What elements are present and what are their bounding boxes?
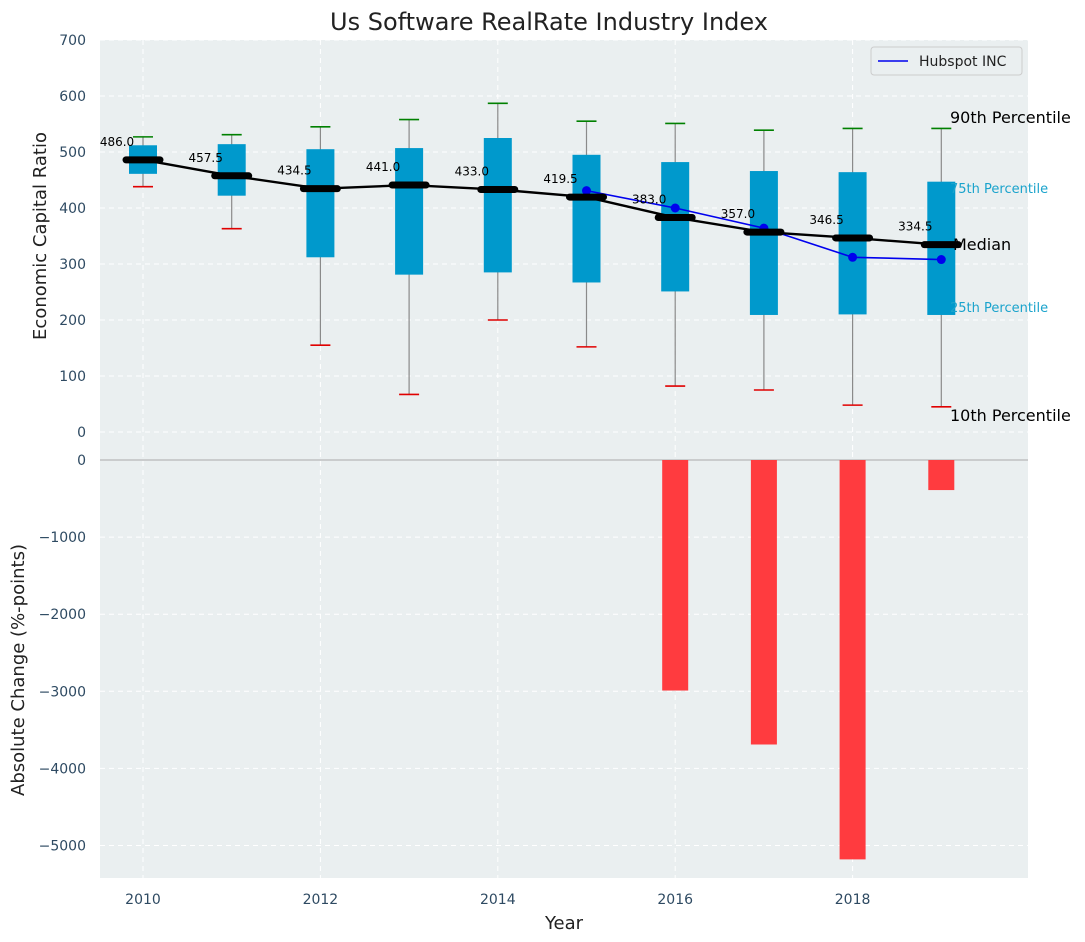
bottom-y-axis-label: Absolute Change (%-points) <box>8 544 29 796</box>
box-2014 <box>483 102 512 321</box>
change-bars <box>662 460 955 860</box>
x-tick-label: 2010 <box>125 892 161 908</box>
iqr-box-2014 <box>483 138 512 273</box>
bottom-panel-background <box>100 452 1028 878</box>
median-series <box>122 156 962 249</box>
top-panel-background <box>100 40 1028 452</box>
top-y-tick-label: 500 <box>59 145 86 161</box>
median-label-2019: 334.5 <box>898 220 932 234</box>
iqr-box-2012 <box>306 149 335 258</box>
x-ticks: 2010 2012 2014 2016 2018 <box>125 892 870 908</box>
median-label-2011: 457.5 <box>189 151 223 165</box>
median-label-2010: 486.0 <box>100 135 134 149</box>
iqr-box-2018 <box>838 172 867 315</box>
bottom-y-tick-label: −5000 <box>39 839 86 855</box>
top-y-tick-label: 600 <box>59 89 86 105</box>
top-y-ticks: 0 100 200 300 400 500 600 700 <box>59 33 86 441</box>
median-label-2018: 346.5 <box>809 213 843 227</box>
iqr-box-2011 <box>217 144 246 196</box>
box-2018 <box>838 127 867 406</box>
change-bar-2018 <box>839 460 866 860</box>
label-90th-percentile: 90th Percentile <box>950 108 1071 127</box>
legend: Hubspot INC <box>870 46 1023 76</box>
box-2012 <box>306 126 335 347</box>
label-median: Median <box>953 235 1011 254</box>
iqr-box-2013 <box>395 148 424 275</box>
iqr-box-2019 <box>927 181 956 315</box>
legend-box <box>870 46 1023 76</box>
iqr-box-2016 <box>661 162 690 292</box>
median-line <box>142 158 942 246</box>
median-label-2016: 383.0 <box>632 193 666 207</box>
chart-title: Us Software RealRate Industry Index <box>330 8 768 36</box>
change-bar-2017 <box>750 460 777 745</box>
top-y-tick-label: 0 <box>77 425 86 441</box>
bottom-y-ticks: 0 −1000 −2000 −3000 −4000 −5000 <box>39 453 86 855</box>
x-tick-label: 2012 <box>303 892 339 908</box>
top-y-tick-label: 100 <box>59 369 86 385</box>
legend-entry-company: Hubspot INC <box>919 54 1007 70</box>
company-point-2016 <box>670 203 680 213</box>
median-label-2014: 433.0 <box>455 165 489 179</box>
bottom-y-tick-label: −2000 <box>39 607 86 623</box>
change-bar-2016 <box>662 460 689 691</box>
x-tick-label: 2014 <box>480 892 516 908</box>
change-bar-2019 <box>928 460 955 491</box>
median-label-2015: 419.5 <box>543 172 577 186</box>
bottom-y-tick-label: 0 <box>77 453 86 469</box>
box-2019 <box>927 127 956 408</box>
label-75th-percentile: 75th Percentile <box>950 182 1048 197</box>
bottom-y-tick-label: −4000 <box>39 761 86 777</box>
top-y-tick-label: 200 <box>59 313 86 329</box>
label-25th-percentile: 25th Percentile <box>950 301 1048 316</box>
company-point-2019 <box>936 255 946 265</box>
median-value-labels: 486.0 457.5 434.5 441.0 433.0 419.5 383.0 357.0… <box>100 135 933 234</box>
median-label-2017: 357.0 <box>721 207 755 221</box>
x-axis-label: Year <box>544 913 584 934</box>
median-label-2013: 441.0 <box>366 160 400 174</box>
bottom-y-tick-label: −3000 <box>39 684 86 700</box>
top-y-tick-label: 700 <box>59 33 86 49</box>
box-2017 <box>749 129 778 391</box>
box-2013 <box>395 118 424 396</box>
box-2016 <box>661 122 690 387</box>
top-y-tick-label: 300 <box>59 257 86 273</box>
iqr-box-2015 <box>572 154 601 283</box>
box-2011 <box>217 133 246 230</box>
iqr-box-2017 <box>749 171 778 315</box>
x-tick-label: 2018 <box>835 892 871 908</box>
label-10th-percentile: 10th Percentile <box>950 406 1071 425</box>
top-y-axis-label: Economic Capital Ratio <box>30 132 51 340</box>
company-point-2015 <box>582 186 591 196</box>
company-point-2018 <box>848 252 858 262</box>
top-grid <box>100 39 1028 452</box>
median-label-2012: 434.5 <box>277 164 311 178</box>
top-y-tick-label: 400 <box>59 201 86 217</box>
x-tick-label: 2016 <box>657 892 693 908</box>
box-2015 <box>572 120 601 348</box>
percentile-labels: 90th Percentile 75th Percentile Median 2… <box>950 108 1071 425</box>
bottom-y-tick-label: −1000 <box>39 530 86 546</box>
